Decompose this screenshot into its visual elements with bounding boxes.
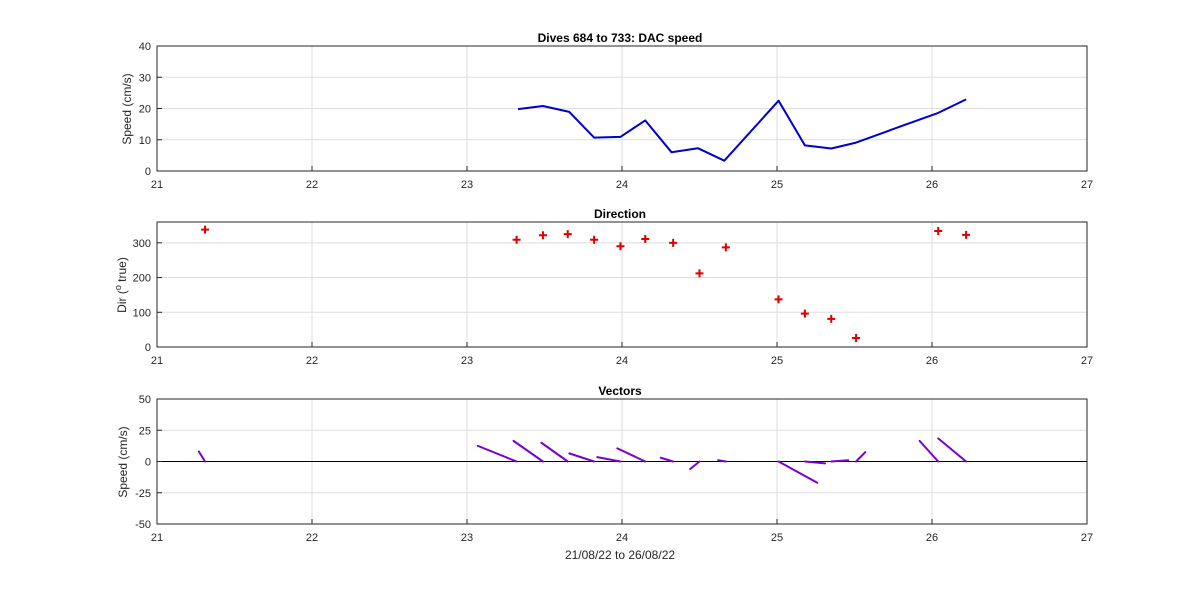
vectors-x-tick-label-1: 22 (306, 532, 318, 544)
vectors-vector-11 (803, 460, 827, 465)
direction-point-4 (590, 235, 599, 244)
vectors-x-tick-label-5: 26 (926, 532, 938, 544)
direction-y-label-head: Dir ( (115, 290, 129, 313)
vectors-vector-5 (596, 456, 622, 463)
direction-point-5 (616, 242, 625, 251)
speed-panel: Dives 684 to 733: DAC speed Speed (cm/s)… (120, 31, 1093, 191)
direction-panel-y-label: Dir (o true) (113, 257, 129, 313)
vectors-vector-6 (616, 447, 647, 463)
direction-point-15 (962, 230, 971, 239)
vectors-vector-15 (937, 437, 968, 463)
vectors-panel-x-label: 21/08/22 to 26/08/22 (565, 548, 675, 562)
direction-point-3 (563, 230, 572, 239)
vectors-y-tick-label-1: -25 (135, 488, 151, 500)
vectors-vector-7 (659, 456, 675, 463)
direction-point-0 (201, 225, 210, 234)
vectors-vector-2 (512, 439, 544, 463)
vectors-panel-title: Vectors (598, 384, 642, 398)
speed-y-tick-label-2: 20 (139, 104, 151, 116)
vectors-vector-1 (476, 444, 518, 463)
direction-y-label-degree: o (113, 285, 123, 290)
direction-x-tick-label-6: 27 (1081, 355, 1093, 367)
direction-x-tick-label-0: 21 (151, 355, 163, 367)
direction-point-7 (669, 238, 678, 247)
speed-x-tick-label-3: 24 (616, 179, 628, 191)
vectors-x-tick-label-6: 27 (1081, 532, 1093, 544)
vectors-x-tick-label-0: 21 (151, 532, 163, 544)
vectors-vector-14 (918, 439, 940, 463)
vectors-vector-0 (197, 450, 207, 463)
direction-y-label-tail: true) (115, 257, 129, 285)
direction-y-tick-label-0: 0 (145, 342, 151, 354)
speed-x-tick-label-0: 21 (151, 179, 163, 191)
speed-x-tick-label-6: 27 (1081, 179, 1093, 191)
vectors-x-tick-label-3: 24 (616, 532, 628, 544)
vectors-y-tick-label-4: 50 (139, 394, 151, 406)
speed-x-tick-label-4: 25 (771, 179, 783, 191)
direction-point-12 (827, 314, 836, 323)
speed-panel-y-label: Speed (cm/s) (120, 73, 134, 144)
direction-point-6 (641, 235, 650, 244)
direction-x-tick-label-3: 24 (616, 355, 628, 367)
vectors-x-tick-label-4: 25 (771, 532, 783, 544)
direction-x-tick-label-4: 25 (771, 355, 783, 367)
direction-point-10 (774, 295, 783, 304)
speed-y-tick-label-3: 30 (139, 72, 151, 84)
speed-y-tick-label-1: 10 (139, 135, 151, 147)
direction-x-tick-label-5: 26 (926, 355, 938, 367)
vectors-vector-9 (717, 459, 727, 463)
vectors-vector-4 (568, 452, 596, 463)
vectors-x-tick-label-2: 23 (461, 532, 473, 544)
vectors-panel-y-label: Speed (cm/s) (116, 426, 130, 497)
speed-y-tick-label-0: 0 (145, 166, 151, 178)
direction-y-tick-label-3: 300 (133, 238, 151, 250)
direction-y-tick-label-1: 100 (133, 307, 151, 319)
vectors-vector-13 (855, 451, 867, 463)
direction-point-8 (695, 269, 704, 278)
speed-series-line-0 (517, 98, 967, 162)
vectors-vector-10 (777, 460, 819, 484)
direction-panel: Direction Dir (o true) 21 22 23 24 25 26 27 0 10… (113, 207, 1093, 367)
vectors-panel: Vectors Speed (cm/s) 21/08/22 to 26/08/2… (116, 384, 1093, 562)
direction-point-1 (512, 235, 521, 244)
speed-panel-title: Dives 684 to 733: DAC speed (538, 31, 703, 45)
direction-point-13 (852, 333, 861, 342)
direction-point-14 (934, 227, 943, 236)
direction-point-2 (538, 231, 547, 240)
direction-x-tick-label-1: 22 (306, 355, 318, 367)
direction-point-11 (800, 309, 809, 318)
speed-x-tick-label-5: 26 (926, 179, 938, 191)
direction-panel-title: Direction (594, 207, 646, 221)
speed-y-tick-label-4: 40 (139, 41, 151, 53)
vectors-vector-12 (830, 459, 850, 463)
direction-y-tick-label-2: 200 (133, 273, 151, 285)
direction-point-9 (721, 243, 730, 252)
direction-x-tick-label-2: 23 (461, 355, 473, 367)
vectors-vector-8 (689, 460, 701, 470)
vectors-y-tick-label-2: 0 (145, 457, 151, 469)
vectors-y-tick-label-3: 25 (139, 425, 151, 437)
speed-x-tick-label-2: 23 (461, 179, 473, 191)
vectors-vector-3 (540, 441, 569, 463)
speed-x-tick-label-1: 22 (306, 179, 318, 191)
vectors-y-tick-label-0: -50 (135, 519, 151, 531)
